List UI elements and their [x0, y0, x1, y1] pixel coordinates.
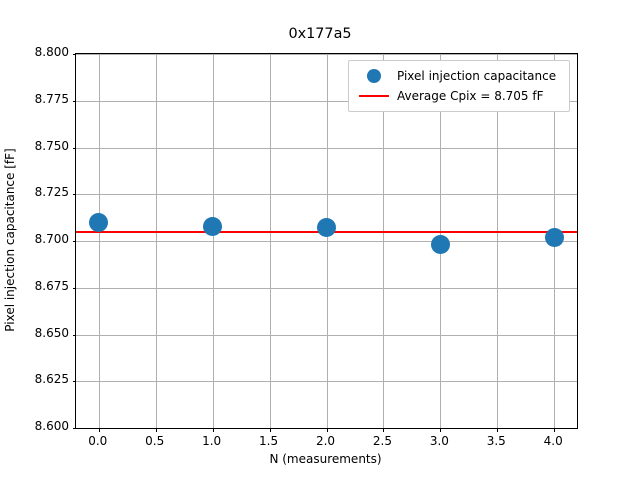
- x-gridline: [497, 54, 499, 428]
- x-tick-label: 0.5: [145, 434, 165, 448]
- x-tick: [326, 428, 328, 432]
- y-tick: [72, 100, 76, 102]
- x-gridline: [383, 54, 385, 428]
- legend-label-scatter: Pixel injection capacitance: [397, 69, 557, 83]
- chart-title: 0x177a5: [288, 26, 352, 42]
- x-tick-label: 0.0: [88, 434, 108, 448]
- x-tick: [98, 428, 100, 432]
- y-axis-label: Pixel injection capacitance [fF]: [3, 148, 17, 332]
- x-tick-label: 4.0: [543, 434, 563, 448]
- y-tick: [72, 54, 76, 55]
- x-gridline: [98, 54, 100, 428]
- data-point: [317, 218, 336, 238]
- legend-item-average: Average Cpix = 8.705 fF: [355, 86, 563, 106]
- y-tick: [72, 334, 76, 336]
- x-gridline: [269, 54, 271, 428]
- y-tick-label: 8.725: [34, 185, 69, 200]
- legend-item-scatter: Pixel injection capacitance: [355, 66, 563, 86]
- y-tick-label: 8.775: [34, 91, 69, 106]
- x-tick: [155, 428, 157, 432]
- x-gridline: [326, 54, 328, 428]
- x-tick: [269, 428, 271, 432]
- x-tick: [440, 428, 442, 432]
- x-gridline: [212, 54, 214, 428]
- x-tick: [212, 428, 214, 432]
- x-tick: [554, 428, 556, 432]
- legend-label-average: Average Cpix = 8.705 fF: [397, 89, 544, 103]
- y-tick-label: 8.800: [34, 45, 69, 59]
- x-tick-label: 3.5: [486, 434, 506, 448]
- x-tick: [383, 428, 385, 432]
- y-tick-label: 8.650: [34, 325, 69, 340]
- plot-area: [76, 54, 577, 428]
- data-point: [430, 235, 450, 255]
- data-point: [89, 212, 109, 232]
- data-point: [203, 216, 223, 236]
- legend-marker-icon: [355, 69, 393, 83]
- y-tick-label: 8.700: [34, 232, 69, 246]
- x-tick: [497, 428, 499, 432]
- chart-legend: Pixel injection capacitance Average Cpix…: [348, 60, 570, 112]
- y-tick: [72, 287, 76, 289]
- x-tick-label: 1.5: [259, 434, 279, 448]
- x-gridline: [155, 54, 157, 428]
- y-tick-label: 8.625: [34, 372, 69, 387]
- plot-axes: [72, 53, 578, 432]
- x-tick-label: 2.0: [315, 434, 336, 448]
- y-tick-label: 8.675: [34, 278, 69, 293]
- legend-line-icon: [355, 95, 393, 97]
- y-tick: [72, 147, 76, 149]
- x-tick-label: 3.0: [429, 434, 449, 448]
- y-tick: [72, 194, 76, 196]
- y-tick-label: 8.750: [34, 138, 69, 153]
- y-tick: [72, 428, 76, 429]
- data-point: [544, 227, 564, 247]
- y-tick: [72, 241, 76, 242]
- x-tick-label: 1.0: [202, 434, 222, 448]
- x-axis-label: N (measurements): [269, 452, 382, 466]
- x-tick-label: 2.5: [372, 434, 392, 448]
- y-tick: [72, 381, 76, 383]
- y-tick-label: 8.600: [34, 419, 69, 433]
